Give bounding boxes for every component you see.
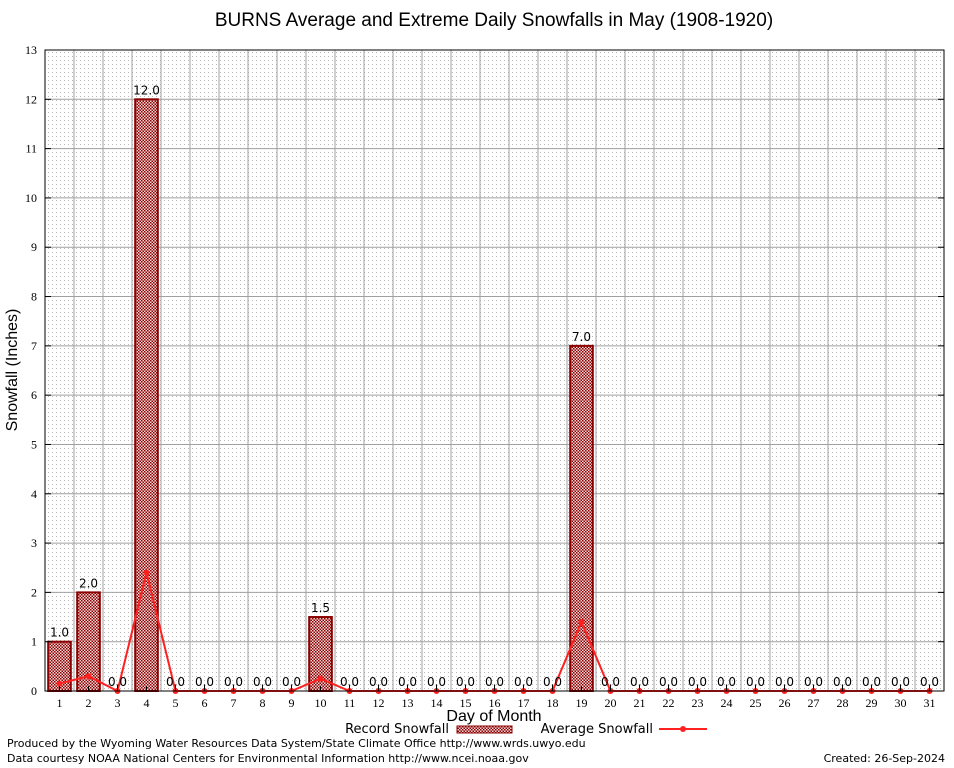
bar-value-label: 1.0 xyxy=(50,626,69,640)
x-tick-label: 30 xyxy=(895,696,907,710)
bar-value-label: 0.0 xyxy=(456,675,475,689)
y-tick-label: 5 xyxy=(31,437,37,451)
footer-produced-by: Produced by the Wyoming Water Resources … xyxy=(7,737,586,750)
bar-value-label: 0.0 xyxy=(833,675,852,689)
x-tick-label: 24 xyxy=(721,696,733,710)
bar-value-label: 0.0 xyxy=(282,675,301,689)
x-tick-label: 28 xyxy=(837,696,849,710)
x-tick-label: 22 xyxy=(663,696,675,710)
x-tick-label: 8 xyxy=(260,696,266,710)
x-tick-label: 13 xyxy=(402,696,414,710)
bar-value-label: 1.5 xyxy=(311,601,330,615)
x-tick-label: 14 xyxy=(431,696,443,710)
x-tick-label: 16 xyxy=(489,696,501,710)
x-tick-label: 29 xyxy=(866,696,878,710)
x-tick-label: 4 xyxy=(144,696,150,710)
bar-value-label: 0.0 xyxy=(630,675,649,689)
bar-value-label: 0.0 xyxy=(108,675,127,689)
y-tick-label: 7 xyxy=(31,339,37,353)
bar-value-label: 12.0 xyxy=(133,83,160,97)
y-tick-label: 11 xyxy=(25,142,37,156)
y-axis-label: Snowfall (Inches) xyxy=(4,309,21,432)
y-tick-label: 6 xyxy=(31,388,37,402)
legend-swatch-record xyxy=(456,725,513,734)
bar-value-label: 0.0 xyxy=(688,675,707,689)
x-tick-label: 10 xyxy=(315,696,327,710)
average-point-day-1 xyxy=(56,680,63,687)
x-tick-label: 11 xyxy=(344,696,356,710)
bar-value-label: 0.0 xyxy=(717,675,736,689)
bar-value-label: 0.0 xyxy=(166,675,185,689)
x-tick-label: 7 xyxy=(231,696,237,710)
bar-value-label: 0.0 xyxy=(485,675,504,689)
bar-value-label: 0.0 xyxy=(398,675,417,689)
x-axis-label: Day of Month xyxy=(446,708,541,725)
bar-value-label: 0.0 xyxy=(340,675,359,689)
y-tick-label: 4 xyxy=(31,487,37,501)
x-tick-label: 25 xyxy=(750,696,762,710)
x-tick-label: 9 xyxy=(289,696,295,710)
x-tick-label: 6 xyxy=(202,696,208,710)
x-tick-label: 19 xyxy=(576,696,588,710)
y-tick-label: 3 xyxy=(31,536,37,550)
legend-marker-average xyxy=(680,726,686,732)
bar-value-label: 0.0 xyxy=(369,675,388,689)
bar-value-label: 0.0 xyxy=(862,675,881,689)
x-tick-label: 3 xyxy=(115,696,121,710)
bar-value-label: 0.0 xyxy=(514,675,533,689)
x-tick-label: 23 xyxy=(692,696,704,710)
bar-value-label: 0.0 xyxy=(804,675,823,689)
bar-value-label: 0.0 xyxy=(253,675,272,689)
footer-created: Created: 26-Sep-2024 xyxy=(823,752,945,765)
x-tick-label: 20 xyxy=(605,696,617,710)
average-point-day-2 xyxy=(85,673,92,680)
x-tick-label: 18 xyxy=(547,696,559,710)
x-tick-label: 12 xyxy=(373,696,385,710)
legend: Record Snowfall Average Snowfall xyxy=(345,722,707,737)
bar-value-label: 0.0 xyxy=(920,675,939,689)
x-tick-label: 26 xyxy=(779,696,791,710)
x-tick-label: 2 xyxy=(86,696,92,710)
average-point-day-4 xyxy=(143,569,150,576)
bar-value-label: 0.0 xyxy=(195,675,214,689)
y-tick-label: 0 xyxy=(31,684,37,698)
footer-data-courtesy: Data courtesy NOAA National Centers for … xyxy=(7,752,529,765)
bar-value-label: 2.0 xyxy=(79,576,98,590)
x-tick-label: 21 xyxy=(634,696,646,710)
bar-value-label: 0.0 xyxy=(427,675,446,689)
x-tick-label: 5 xyxy=(173,696,179,710)
bar-value-label: 0.0 xyxy=(746,675,765,689)
y-tick-label: 2 xyxy=(31,585,37,599)
y-tick-label: 1 xyxy=(31,635,37,649)
legend-label-average: Average Snowfall xyxy=(541,722,653,737)
bar-value-label: 0.0 xyxy=(601,675,620,689)
bar-value-label: 0.0 xyxy=(224,675,243,689)
bar-value-label: 0.0 xyxy=(543,675,562,689)
y-tick-label: 9 xyxy=(31,240,37,254)
bar-value-label: 0.0 xyxy=(775,675,794,689)
average-point-day-10 xyxy=(317,675,324,682)
x-tick-label: 31 xyxy=(924,696,936,710)
bar-value-label: 0.0 xyxy=(891,675,910,689)
y-tick-label: 8 xyxy=(31,290,37,304)
bar-value-label: 0.0 xyxy=(659,675,678,689)
x-tick-label: 27 xyxy=(808,696,820,710)
y-tick-label: 12 xyxy=(25,92,37,106)
average-point-day-19 xyxy=(578,618,585,625)
legend-label-record: Record Snowfall xyxy=(345,722,449,737)
x-tick-label: 15 xyxy=(460,696,472,710)
y-tick-label: 10 xyxy=(25,191,37,205)
y-tick-label: 13 xyxy=(25,43,37,57)
bar-value-label: 7.0 xyxy=(572,330,591,344)
x-tick-label: 1 xyxy=(57,696,63,710)
plot-area xyxy=(45,50,944,691)
chart-title: BURNS Average and Extreme Daily Snowfall… xyxy=(215,10,773,31)
x-tick-label: 17 xyxy=(518,696,530,710)
